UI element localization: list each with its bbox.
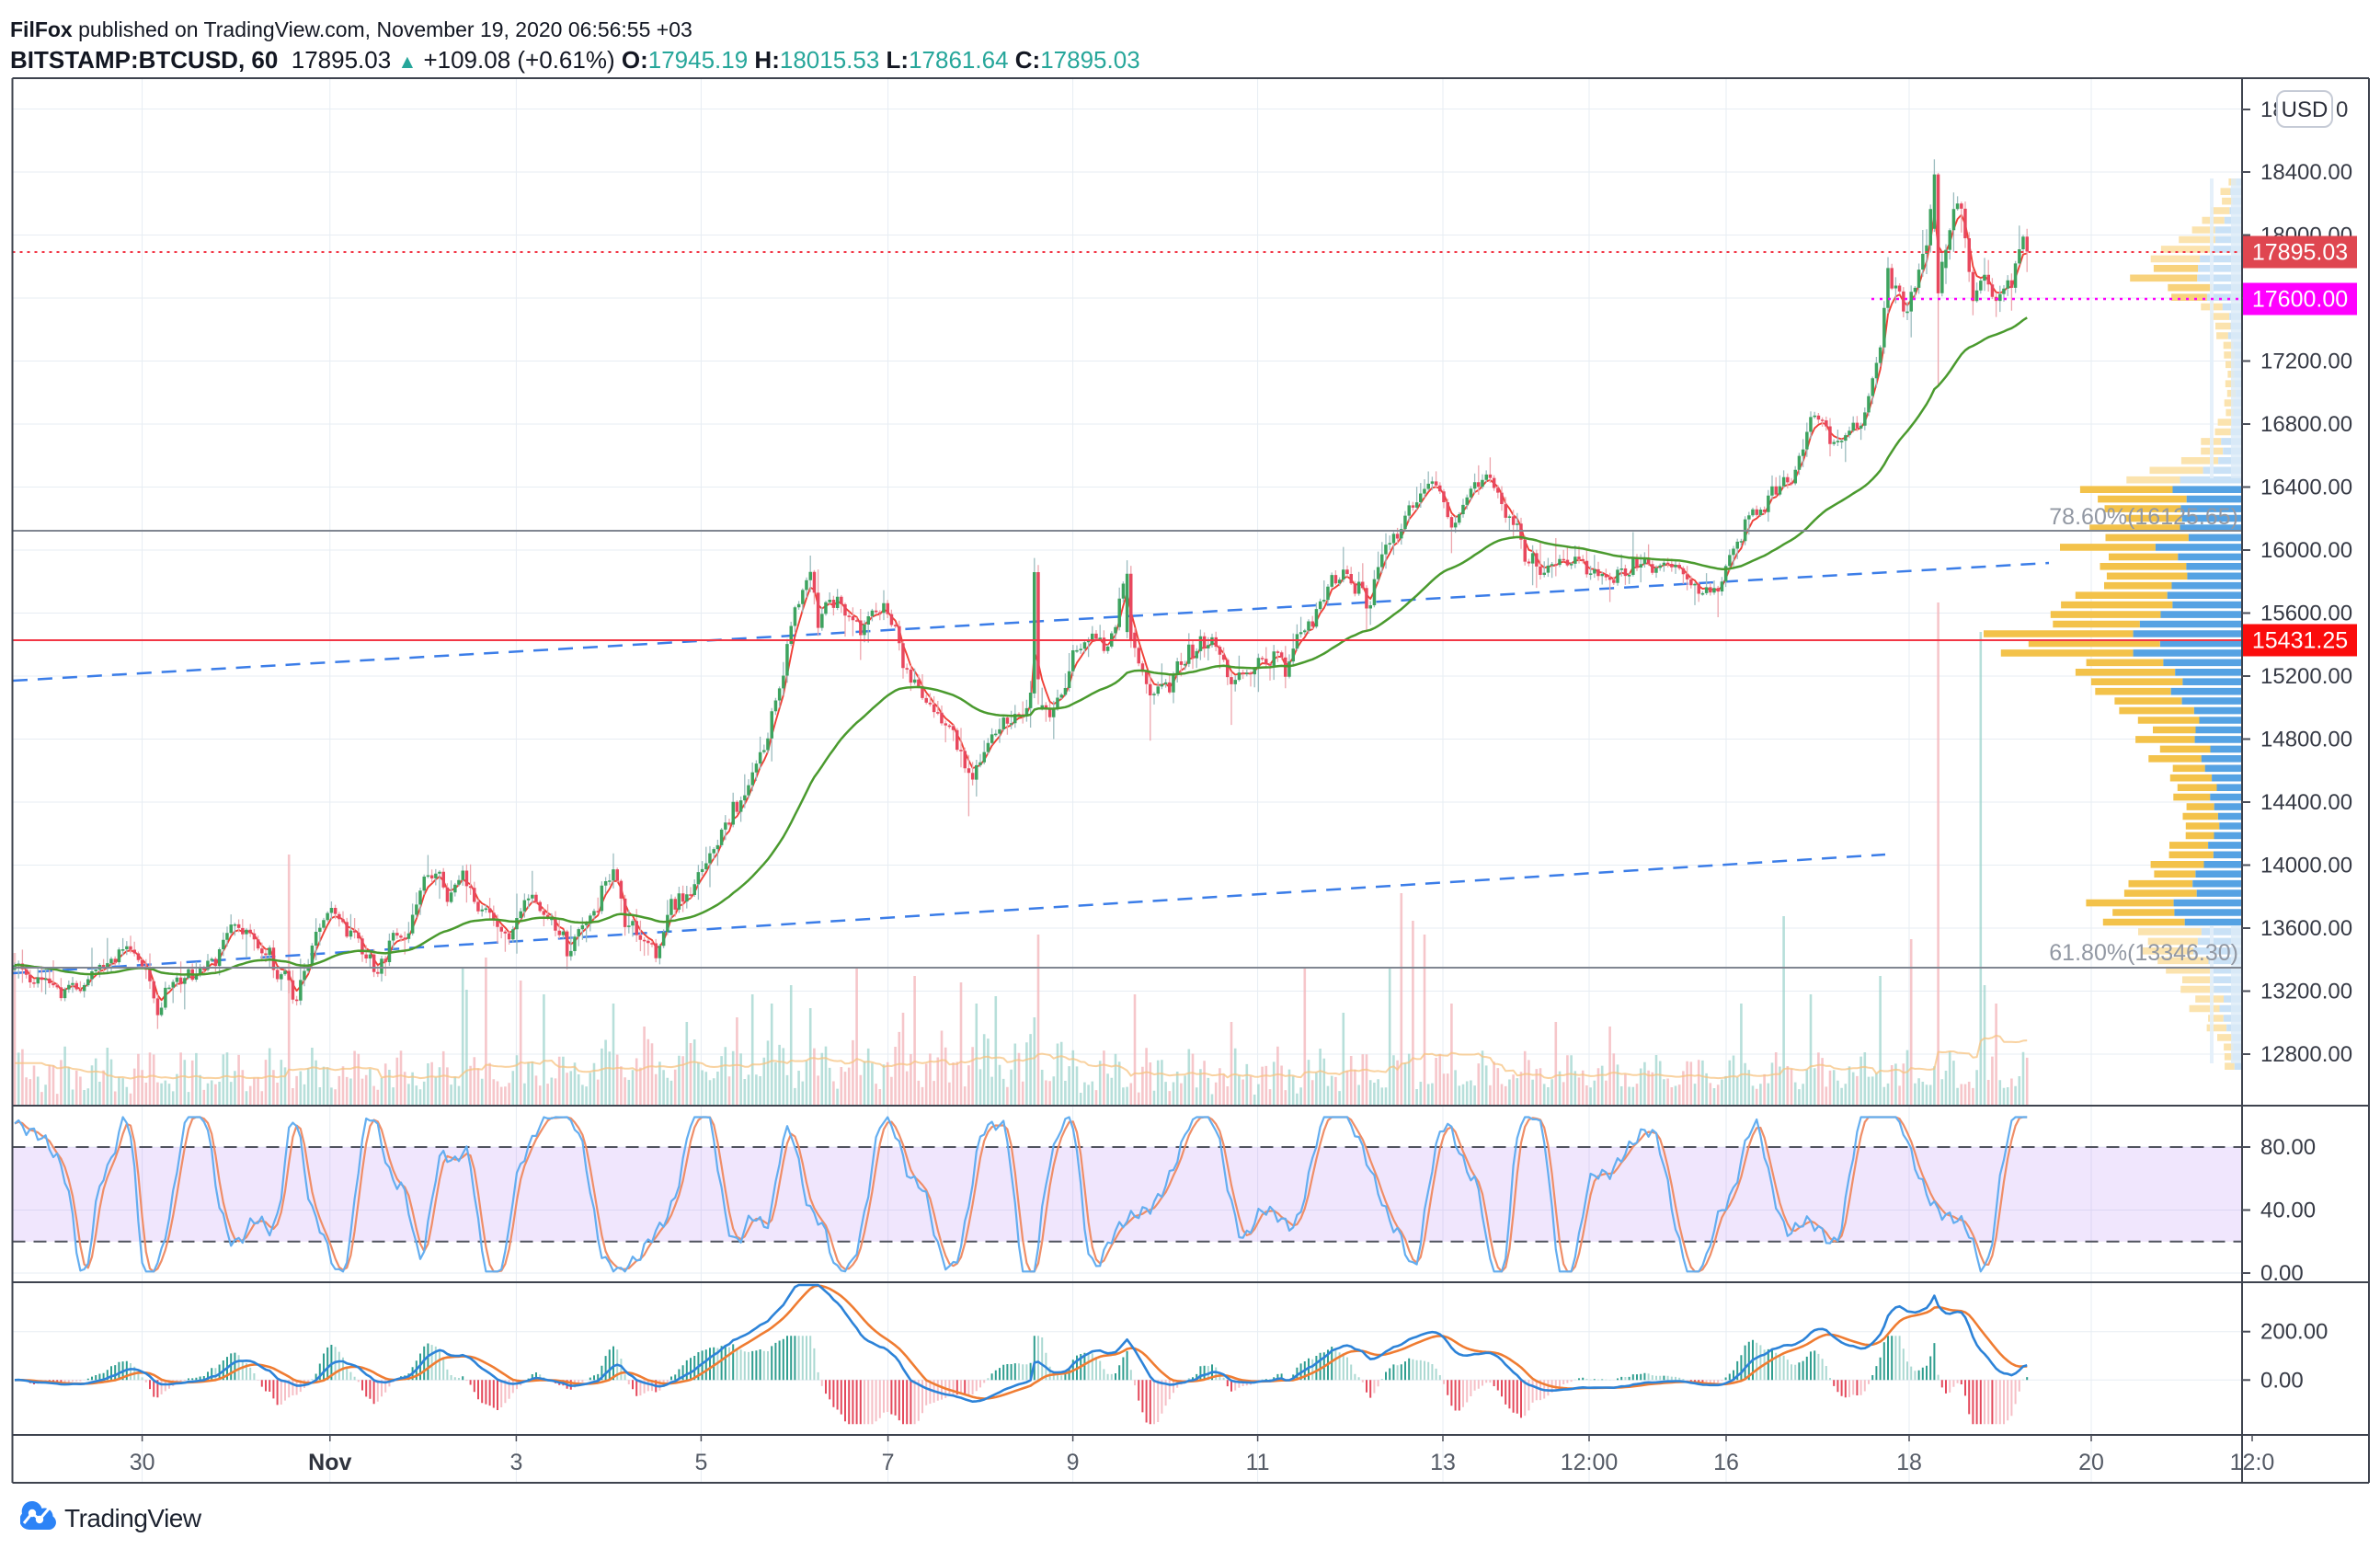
svg-text:0.00: 0.00 bbox=[2260, 1261, 2304, 1286]
svg-text:16800.00: 16800.00 bbox=[2260, 412, 2352, 437]
svg-text:200.00: 200.00 bbox=[2260, 1320, 2328, 1345]
svg-text:7: 7 bbox=[882, 1450, 895, 1475]
svg-text:Nov: Nov bbox=[308, 1450, 351, 1475]
svg-text:16400.00: 16400.00 bbox=[2260, 476, 2352, 500]
svg-text:5: 5 bbox=[694, 1450, 707, 1475]
svg-text:15431.25: 15431.25 bbox=[2252, 628, 2348, 654]
svg-text:13600.00: 13600.00 bbox=[2260, 916, 2352, 941]
svg-text:16: 16 bbox=[1713, 1450, 1739, 1475]
svg-text:14400.00: 14400.00 bbox=[2260, 790, 2352, 815]
svg-text:15200.00: 15200.00 bbox=[2260, 664, 2352, 689]
svg-text:78.60%(16125.65): 78.60%(16125.65) bbox=[2049, 504, 2238, 530]
svg-text:13200.00: 13200.00 bbox=[2260, 980, 2352, 1004]
svg-text:9: 9 bbox=[1067, 1450, 1080, 1475]
svg-text:17895.03: 17895.03 bbox=[2252, 240, 2348, 266]
svg-text:15600.00: 15600.00 bbox=[2260, 602, 2352, 626]
svg-text:0.00: 0.00 bbox=[2260, 1368, 2304, 1393]
svg-text:40.00: 40.00 bbox=[2260, 1199, 2316, 1223]
svg-text:80.00: 80.00 bbox=[2260, 1135, 2316, 1160]
svg-text:61.80%(13346.30): 61.80%(13346.30) bbox=[2049, 940, 2238, 966]
svg-text:13: 13 bbox=[1430, 1450, 1456, 1475]
svg-text:17600.00: 17600.00 bbox=[2252, 287, 2348, 313]
svg-text:14800.00: 14800.00 bbox=[2260, 728, 2352, 752]
svg-text:12:0: 12:0 bbox=[2230, 1450, 2275, 1475]
svg-text:12:00: 12:00 bbox=[1561, 1450, 1619, 1475]
svg-text:11: 11 bbox=[1246, 1450, 1270, 1475]
svg-text:17200.00: 17200.00 bbox=[2260, 350, 2352, 374]
svg-text:3: 3 bbox=[509, 1450, 522, 1475]
svg-text:14000.00: 14000.00 bbox=[2260, 854, 2352, 878]
svg-text:12800.00: 12800.00 bbox=[2260, 1042, 2352, 1067]
svg-text:18: 18 bbox=[1896, 1450, 1922, 1475]
svg-text:20: 20 bbox=[2078, 1450, 2104, 1475]
svg-text:30: 30 bbox=[130, 1450, 155, 1475]
svg-text:0: 0 bbox=[2336, 98, 2348, 122]
svg-text:18400.00: 18400.00 bbox=[2260, 160, 2352, 185]
svg-text:USD: USD bbox=[2282, 98, 2329, 122]
svg-text:16000.00: 16000.00 bbox=[2260, 538, 2352, 563]
